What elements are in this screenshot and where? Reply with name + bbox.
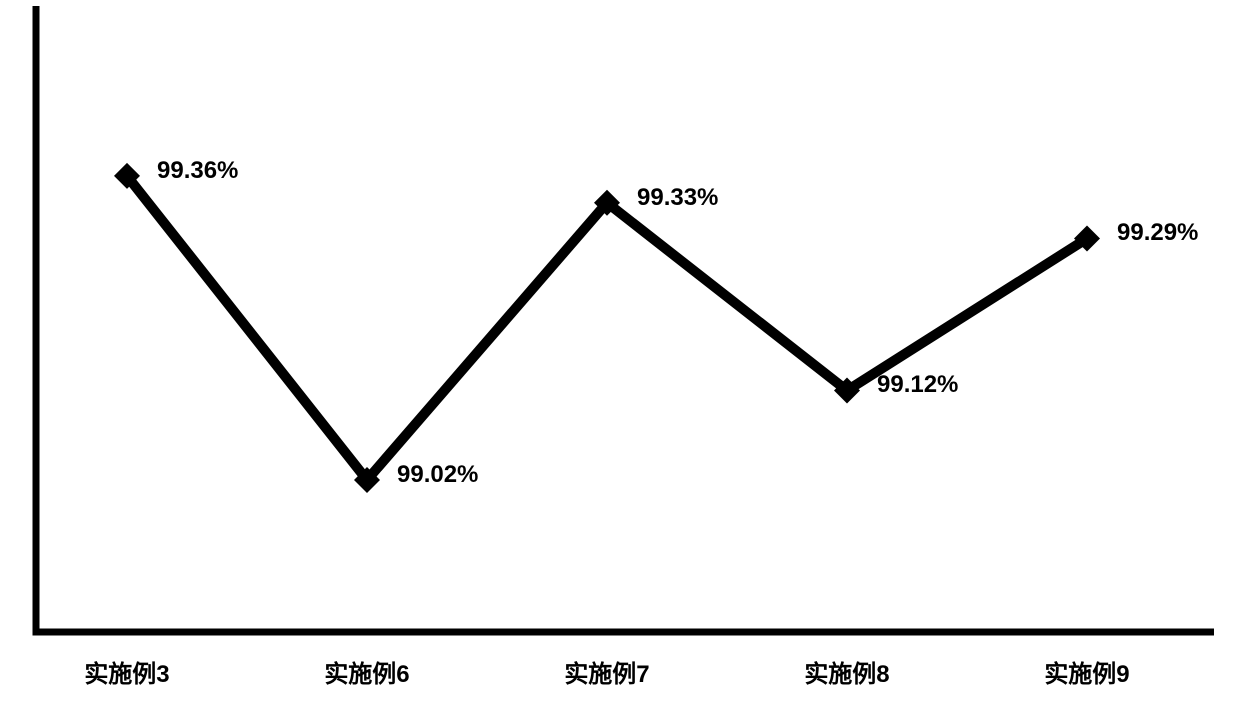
x-axis-label: 实施例7 bbox=[517, 654, 697, 689]
data-label: 99.29% bbox=[1117, 219, 1198, 247]
x-axis-label: 实施例3 bbox=[37, 654, 217, 689]
data-label: 99.12% bbox=[877, 371, 958, 399]
data-label: 99.36% bbox=[157, 157, 238, 185]
line-chart: 99.36% 99.02% 99.33% 99.12% 99.29% 实施例3 实施例6 实施… bbox=[0, 0, 1240, 710]
x-axis-label: 实施例6 bbox=[277, 654, 457, 689]
x-axis-label: 实施例9 bbox=[997, 654, 1177, 689]
chart-canvas bbox=[0, 0, 1240, 710]
x-axis-label: 实施例8 bbox=[757, 654, 937, 689]
data-label: 99.33% bbox=[637, 184, 718, 212]
data-label: 99.02% bbox=[397, 461, 478, 489]
